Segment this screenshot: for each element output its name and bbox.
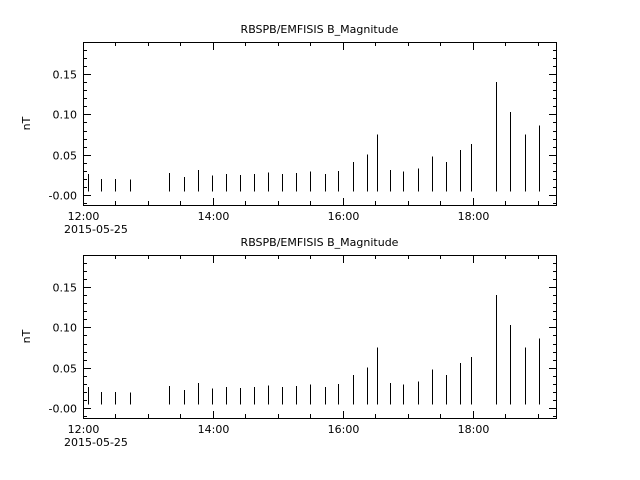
y-tick-label: 0.15 <box>53 69 78 82</box>
y-tick-label: 0.05 <box>53 363 78 376</box>
date-label: 2015-05-25 <box>64 223 128 236</box>
y-tick-label: 0.10 <box>53 109 78 122</box>
y-tick-label: 0.15 <box>53 282 78 295</box>
date-label: 2015-05-25 <box>64 436 128 449</box>
plot-frame <box>83 42 557 206</box>
x-tick-label: 14:00 <box>198 210 230 223</box>
y-tick-label: -0.00 <box>49 403 77 416</box>
x-tick-label: 16:00 <box>328 423 360 436</box>
plot-frame <box>83 255 557 419</box>
y-axis-label: nT <box>20 329 33 343</box>
x-tick-label: 12:00 <box>68 210 100 223</box>
x-tick-label: 12:00 <box>68 423 100 436</box>
y-axis-label: nT <box>20 116 33 130</box>
x-tick-label: 16:00 <box>328 210 360 223</box>
x-tick-label: 14:00 <box>198 423 230 436</box>
x-tick-label: 18:00 <box>458 423 490 436</box>
y-tick-label: -0.00 <box>49 190 77 203</box>
plot-1: RBSPB/EMFISIS B_Magnitude nT -0.00 0.05 0.10… <box>20 23 557 236</box>
x-tick-label: 18:00 <box>458 210 490 223</box>
plot-title: RBSPB/EMFISIS B_Magnitude <box>241 236 399 249</box>
y-tick-label: 0.05 <box>53 150 78 163</box>
plot-2: RBSPB/EMFISIS B_Magnitude nT -0.00 0.05 0.10… <box>20 236 557 449</box>
y-tick-label: 0.10 <box>53 322 78 335</box>
plot-title: RBSPB/EMFISIS B_Magnitude <box>241 23 399 36</box>
